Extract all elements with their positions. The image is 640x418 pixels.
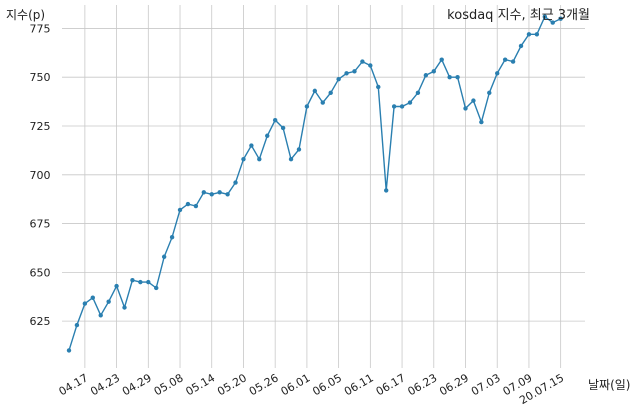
- data-point: [304, 104, 310, 109]
- data-point: [217, 190, 222, 195]
- data-point: [376, 84, 381, 90]
- data-point: [265, 133, 270, 138]
- data-point: [320, 100, 325, 105]
- data-point: [98, 313, 103, 318]
- data-point: [463, 106, 468, 111]
- y-tick-label: 750: [30, 71, 51, 84]
- data-point: [257, 156, 262, 162]
- data-point: [193, 203, 199, 209]
- y-tick-label: 675: [30, 218, 51, 231]
- grid: [62, 5, 585, 368]
- data-point: [328, 90, 333, 96]
- data-point: [106, 299, 111, 304]
- series-line: [68, 15, 562, 351]
- y-tick-label: 650: [30, 266, 51, 279]
- data-point: [542, 14, 547, 19]
- data-point: [138, 279, 143, 285]
- data-point: [352, 69, 357, 74]
- x-tick-label: 06.05: [310, 371, 344, 398]
- data-point: [518, 43, 524, 49]
- data-point: [280, 125, 286, 131]
- y-tick-label: 625: [30, 315, 51, 328]
- data-point: [391, 104, 397, 109]
- x-tick-label: 06.11: [342, 371, 376, 398]
- data-point: [534, 32, 540, 37]
- data-point: [415, 90, 421, 96]
- data-point: [336, 76, 341, 82]
- data-point: [447, 75, 452, 80]
- data-point: [312, 88, 318, 94]
- x-tick-label: 06.01: [279, 371, 313, 398]
- data-point: [146, 279, 151, 285]
- data-point: [122, 305, 127, 310]
- data-point: [288, 156, 294, 162]
- data-point: [177, 207, 183, 213]
- x-tick-label: 05.08: [152, 371, 186, 398]
- data-point: [114, 283, 119, 289]
- x-tick-label: 04.29: [120, 371, 154, 398]
- data-point: [360, 59, 365, 64]
- x-tick-label: 06.23: [406, 371, 440, 398]
- data-point: [487, 90, 492, 96]
- data-point: [161, 254, 167, 259]
- x-tick-label: 05.14: [183, 371, 217, 398]
- data-point: [82, 301, 88, 306]
- x-tick-label: 06.29: [437, 371, 471, 398]
- data-point: [471, 98, 476, 103]
- data-point: [169, 235, 175, 240]
- data-point: [201, 190, 207, 195]
- data-point: [249, 143, 254, 148]
- data-point: [384, 188, 389, 193]
- data-point: [90, 295, 95, 300]
- data-point: [233, 180, 238, 185]
- x-axis-title: 날짜(일): [588, 378, 630, 392]
- data-point: [558, 16, 563, 21]
- x-tick-label: 04.23: [88, 371, 122, 398]
- data-point: [399, 104, 405, 109]
- data-point: [344, 71, 349, 76]
- data-point: [439, 57, 444, 62]
- data-point: [296, 147, 302, 152]
- x-tick-label: 06.17: [374, 371, 408, 398]
- data-point: [423, 73, 429, 78]
- x-tick-label: 05.20: [215, 371, 249, 398]
- y-tick-label: 700: [30, 169, 51, 182]
- y-tick-label: 725: [30, 120, 51, 133]
- data-point: [225, 192, 230, 197]
- chart-title: kosdaq 지수, 최근 3개월: [447, 8, 590, 23]
- series: [66, 14, 563, 353]
- data-point: [185, 201, 191, 207]
- data-point: [495, 71, 500, 76]
- data-point: [407, 100, 413, 105]
- x-tick-label: 05.26: [247, 371, 281, 398]
- data-point: [510, 59, 516, 64]
- y-tick-label: 775: [30, 22, 51, 35]
- data-point: [66, 348, 72, 353]
- data-point: [368, 63, 373, 68]
- data-point: [154, 285, 159, 291]
- data-point: [502, 57, 508, 62]
- x-tick-label: 07.03: [469, 371, 503, 398]
- data-point: [479, 119, 484, 125]
- data-point: [130, 277, 135, 283]
- data-point: [526, 32, 532, 37]
- data-point: [241, 156, 246, 162]
- data-point: [455, 75, 460, 80]
- data-point: [431, 69, 436, 74]
- data-point: [272, 117, 278, 123]
- tick-labels: 625 650 675 700 725 750 775 04.1704.2304.2905.0…: [30, 22, 567, 407]
- data-point: [550, 20, 555, 25]
- y-axis-title: 지수(p): [6, 8, 45, 22]
- data-point: [74, 322, 80, 328]
- data-point: [209, 192, 214, 197]
- x-tick-label: 04.17: [57, 371, 91, 398]
